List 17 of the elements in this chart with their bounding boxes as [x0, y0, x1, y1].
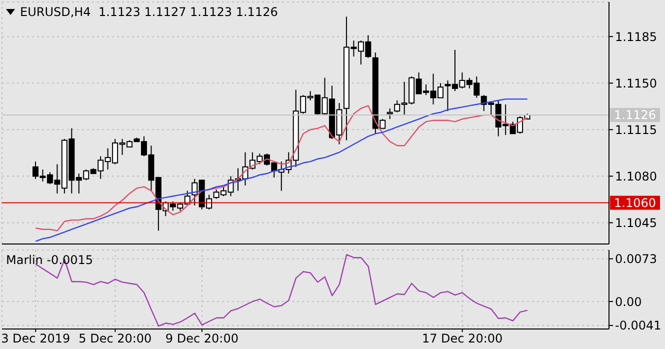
y-tick-label: 1.1150: [615, 76, 657, 90]
y-tick-label: 1.1080: [615, 169, 657, 184]
y-tick-label: 1.1185: [615, 30, 657, 44]
y-tick-label: 1.1045: [615, 216, 657, 230]
y-tick-label: 0.00: [615, 294, 642, 309]
chart-title: Marlin -0.0015: [6, 253, 94, 267]
x-tick-label: 9 Dec 20:00: [165, 332, 238, 346]
y-tick-label: 0.0073: [615, 252, 657, 266]
candlestick: [386, 108, 393, 120]
y-tick-label: -0.0041: [615, 318, 662, 333]
chart-title: EURUSD,H4 1.1123 1.1127 1.1123 1.1126: [20, 5, 278, 19]
y-tick-label: 1.1115: [615, 122, 657, 137]
ref-line-label: 1.1126: [614, 108, 656, 122]
ref-line-label: 1.1060: [614, 196, 656, 210]
x-tick-label: 3 Dec 2019: [1, 332, 70, 346]
x-tick-label: 5 Dec 20:00: [78, 332, 152, 346]
x-tick-label: 17 Dec 20:00: [422, 332, 503, 346]
